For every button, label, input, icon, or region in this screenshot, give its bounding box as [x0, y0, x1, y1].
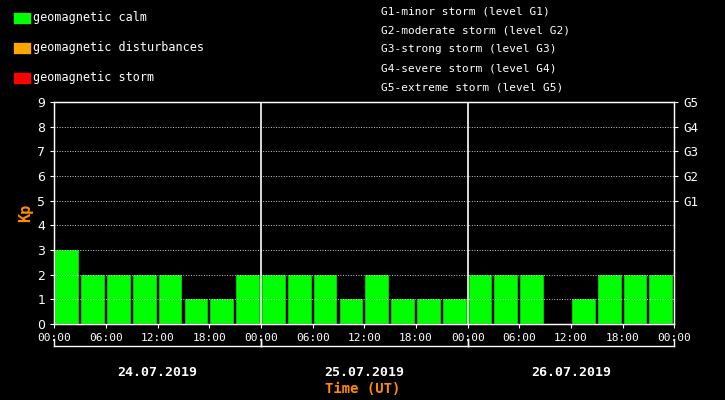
Bar	[521, 275, 544, 324]
Bar	[159, 275, 183, 324]
Text: 25.07.2019: 25.07.2019	[324, 366, 405, 379]
Bar	[133, 275, 157, 324]
Bar	[365, 275, 389, 324]
Bar	[494, 275, 518, 324]
Text: G3-strong storm (level G3): G3-strong storm (level G3)	[381, 44, 556, 54]
Text: geomagnetic disturbances: geomagnetic disturbances	[33, 42, 204, 54]
Bar	[572, 299, 596, 324]
Bar	[185, 299, 208, 324]
Bar	[81, 275, 105, 324]
Bar	[210, 299, 234, 324]
Text: Time (UT): Time (UT)	[325, 382, 400, 396]
Bar	[650, 275, 674, 324]
Text: G2-moderate storm (level G2): G2-moderate storm (level G2)	[381, 25, 570, 35]
Bar	[107, 275, 130, 324]
Bar	[417, 299, 441, 324]
Text: G4-severe storm (level G4): G4-severe storm (level G4)	[381, 64, 556, 74]
Bar	[443, 299, 467, 324]
Text: 26.07.2019: 26.07.2019	[531, 366, 611, 379]
Bar	[392, 299, 415, 324]
Text: geomagnetic storm: geomagnetic storm	[33, 72, 154, 84]
Y-axis label: Kp: Kp	[18, 204, 33, 222]
Bar	[55, 250, 79, 324]
Bar	[314, 275, 337, 324]
Bar	[339, 299, 363, 324]
Bar	[624, 275, 647, 324]
Text: G5-extreme storm (level G5): G5-extreme storm (level G5)	[381, 83, 563, 93]
Bar	[468, 275, 492, 324]
Bar	[598, 275, 621, 324]
Bar	[288, 275, 312, 324]
Bar	[236, 275, 260, 324]
Text: G1-minor storm (level G1): G1-minor storm (level G1)	[381, 6, 550, 16]
Text: geomagnetic calm: geomagnetic calm	[33, 12, 146, 24]
Bar	[262, 275, 286, 324]
Text: 24.07.2019: 24.07.2019	[117, 366, 198, 379]
